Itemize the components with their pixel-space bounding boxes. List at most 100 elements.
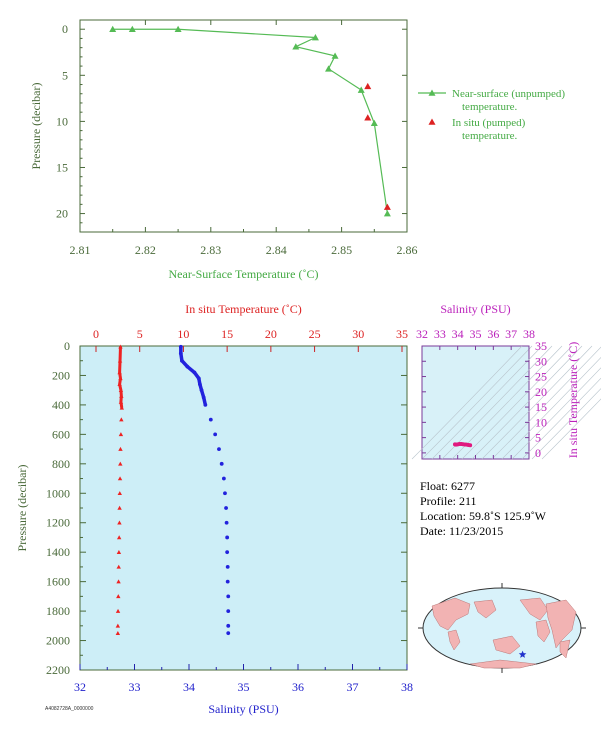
- salinity-point: [224, 520, 229, 525]
- x-tick-label: 2.83: [200, 243, 221, 257]
- series-line-unpumped: [112, 28, 388, 214]
- salinity-point: [217, 447, 221, 451]
- temperature-point: [117, 505, 122, 510]
- map-land: [473, 599, 497, 619]
- data-point-unpumped: [331, 52, 339, 59]
- density-contour: [461, 345, 573, 460]
- x-top-tick-label: 10: [177, 327, 189, 341]
- map-land: [545, 599, 577, 649]
- density-contour: [481, 345, 593, 460]
- salinity-point: [221, 476, 226, 481]
- density-contour: [521, 377, 601, 460]
- ts-x-tick-label: 37: [505, 327, 517, 341]
- ts-y-axis-title: In situ Temperature (˚C): [566, 342, 580, 459]
- data-point-unpumped: [292, 43, 300, 50]
- map-land: [519, 597, 549, 621]
- x-top-tick-label: 15: [221, 327, 233, 341]
- y-tick-label: 20: [56, 207, 68, 221]
- profile-number: Profile: 211: [420, 494, 477, 508]
- y-axis-title: Pressure (decibar): [29, 83, 43, 170]
- y-tick-label: 1200: [46, 516, 70, 530]
- y-tick-label: 400: [52, 398, 70, 412]
- salinity-point: [185, 364, 190, 369]
- x-top-tick-label: 0: [93, 327, 99, 341]
- salinity-point: [178, 344, 183, 349]
- x-bottom-axis-title: Salinity (PSU): [208, 702, 278, 716]
- x-bottom-tick-label: 35: [238, 680, 250, 694]
- salinity-point: [180, 358, 184, 363]
- y-tick-label: 1000: [46, 486, 70, 500]
- y-tick-label: 2200: [46, 663, 70, 677]
- salinity-point: [225, 550, 230, 555]
- density-contour: [431, 345, 543, 460]
- salinity-point: [178, 351, 183, 356]
- x-top-tick-label: 5: [137, 327, 143, 341]
- salinity-point: [224, 506, 228, 510]
- salinity-point: [225, 579, 230, 584]
- density-contour: [451, 345, 563, 460]
- legend-label-pumped: In situ (pumped): [452, 117, 526, 129]
- ts-x-axis-title: Salinity (PSU): [440, 302, 510, 316]
- x-tick-label: 2.84: [266, 243, 287, 257]
- float-location: Location: 59.8˚S 125.9˚W: [420, 509, 546, 523]
- x-bottom-tick-label: 33: [129, 680, 141, 694]
- data-point-unpumped: [311, 34, 319, 41]
- density-contour: [441, 345, 553, 460]
- x-top-tick-label: 35: [396, 327, 408, 341]
- data-point-unpumped: [128, 25, 136, 33]
- x-top-axis-title: In situ Temperature (˚C): [185, 302, 302, 316]
- salinity-point: [203, 403, 208, 407]
- salinity-point: [196, 376, 201, 381]
- salinity-point: [225, 565, 230, 569]
- x-axis-title: Near-Surface Temperature (˚C): [169, 267, 319, 281]
- map-land: [447, 629, 461, 651]
- data-point-pumped: [383, 203, 391, 210]
- near-surface-chart: 2.81 2.82 2.83 2.84 2.85 2.86 0 5 10 15 20 Near-Sur…: [29, 19, 565, 281]
- temperature-point: [115, 630, 121, 635]
- y-tick-label: 1400: [46, 545, 70, 559]
- ts-x-tick-label: 33: [434, 327, 446, 341]
- temperature-point: [117, 491, 122, 496]
- temperature-line-upper: [118, 346, 124, 409]
- data-point-unpumped: [109, 25, 117, 33]
- y-tick-label: 0: [62, 22, 68, 36]
- map-land: [535, 619, 551, 643]
- ts-profile-point: [468, 443, 473, 448]
- temperature-point: [117, 520, 122, 525]
- y-tick-label: 10: [56, 114, 68, 128]
- x-bottom-tick-label: 36: [292, 680, 304, 694]
- ts-y-tick-label: 0: [535, 446, 541, 460]
- salinity-point: [213, 432, 218, 437]
- ts-y-tick-label: 25: [535, 370, 547, 384]
- legend: Near-surface (unpumped)temperature.In si…: [418, 88, 565, 142]
- x-bottom-tick-label: 37: [347, 680, 359, 694]
- salinity-point: [226, 623, 231, 628]
- salinity-point: [219, 461, 224, 466]
- density-contours: [411, 345, 601, 460]
- data-point-unpumped: [357, 86, 365, 93]
- y-tick-label: 1600: [46, 575, 70, 589]
- salinity-point: [199, 388, 204, 393]
- density-contour: [501, 357, 601, 460]
- x-bottom-tick-label: 34: [183, 680, 195, 694]
- plot-frame: [79, 19, 408, 233]
- temperature-point: [118, 461, 123, 466]
- density-contour: [411, 345, 523, 460]
- salinity-point: [223, 491, 227, 496]
- data-point-pumped: [364, 114, 372, 121]
- density-contour: [471, 345, 583, 460]
- float-location-marker: [518, 650, 527, 658]
- temperature-point: [116, 564, 121, 569]
- density-contour: [531, 388, 601, 460]
- profile-chart: 0200400600800100012001400160018002000220…: [15, 302, 413, 716]
- x-top-tick-label: 25: [309, 327, 321, 341]
- salinity-point: [226, 594, 231, 599]
- location-map: [418, 583, 586, 673]
- temperature-point: [119, 417, 124, 422]
- data-point-pumped: [364, 82, 372, 90]
- y-tick-label: 5: [62, 68, 68, 82]
- x-tick-label: 2.81: [70, 243, 91, 257]
